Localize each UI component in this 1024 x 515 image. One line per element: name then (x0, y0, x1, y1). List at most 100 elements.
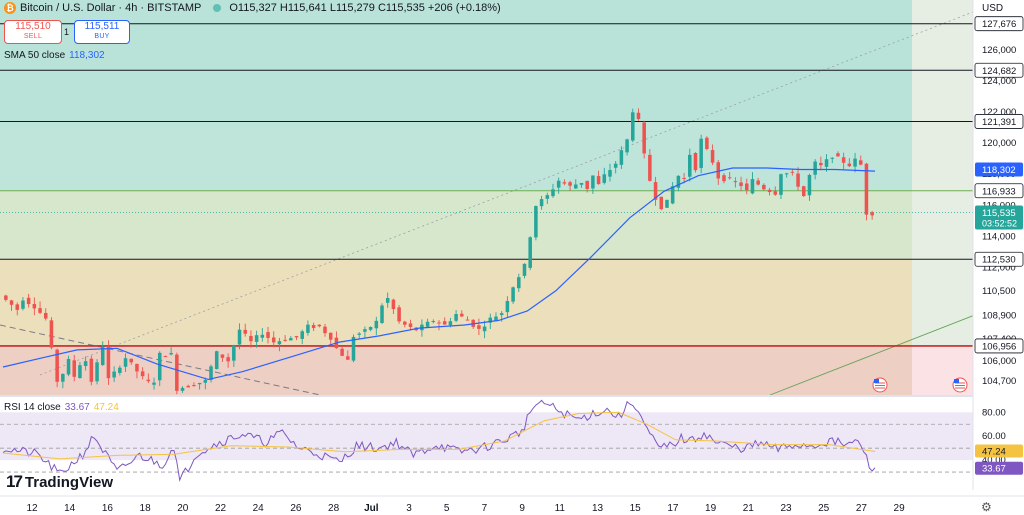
candle-body (744, 183, 749, 191)
price-level-tag (974, 251, 1024, 267)
candle-body (78, 365, 82, 379)
candle (756, 177, 760, 186)
candle-body (551, 189, 555, 197)
candle (123, 353, 128, 372)
rsi-legend-value: 33.67 (64, 402, 90, 413)
time-tick-label: 9 (519, 503, 525, 514)
price-level-tag-label: 106,956 (982, 341, 1016, 352)
price-level-tag (974, 338, 1024, 354)
candle (790, 168, 795, 176)
candle (659, 196, 664, 211)
candle-body (699, 138, 703, 168)
currency-label[interactable]: USD (982, 3, 1004, 14)
gear-icon[interactable]: ⚙ (981, 500, 992, 514)
candle-body (243, 329, 247, 334)
projection-area (912, 0, 973, 346)
candle (66, 355, 71, 377)
trendline-up-dotted (39, 11, 974, 376)
candle-body (306, 324, 310, 333)
candle (608, 163, 612, 182)
candle-body (135, 364, 139, 372)
candle (534, 205, 538, 241)
buy-button[interactable]: 115,511 BUY (74, 20, 130, 44)
candle-body (431, 321, 436, 323)
symbol-title[interactable]: Bitcoin / U.S. Dollar · 4h · BITSTAMP (20, 2, 202, 14)
candle-body (653, 182, 658, 200)
rsi-tick-label: 80.00 (982, 407, 1006, 418)
candle-body (545, 195, 550, 199)
candle (517, 273, 521, 292)
candle-body (328, 332, 333, 340)
time-tick-label: 29 (894, 503, 906, 514)
candle-body (847, 163, 852, 167)
candle (243, 323, 247, 337)
candle (591, 175, 595, 194)
price-level-tag (974, 114, 1024, 129)
candle (556, 177, 561, 194)
candle-body (214, 351, 219, 369)
candle (454, 310, 458, 323)
candle (477, 318, 481, 336)
candle (511, 286, 515, 304)
candle-body (437, 322, 441, 324)
candle (15, 302, 20, 316)
sma-legend[interactable]: SMA 50 close 118,302 (4, 50, 105, 61)
candle (602, 167, 607, 185)
candles (4, 108, 874, 395)
candle (180, 386, 185, 393)
price-axis-tag-label: 118,302 (982, 165, 1016, 176)
candle-body (226, 357, 230, 362)
candle-body (271, 337, 276, 343)
rsi-tick-label: 60.00 (982, 431, 1006, 442)
sell-button[interactable]: 115,510 SELL (4, 20, 62, 44)
candle-body (9, 300, 14, 305)
candle (61, 373, 65, 389)
rsi-ma-axis-tag (975, 444, 1023, 458)
candle-body (95, 362, 99, 382)
candle-body (169, 353, 173, 355)
candle-body (494, 316, 498, 322)
fib-zone (0, 259, 912, 346)
ohlc-readout: O115,327 H115,641 L115,279 C115,535 +206… (229, 2, 501, 14)
us-flag-icon (872, 377, 888, 393)
price-axis-tag-label: 115,535 (982, 208, 1016, 219)
candle (562, 179, 567, 186)
candle-body (397, 307, 401, 322)
candle-body (642, 122, 646, 154)
candle-body (801, 186, 806, 197)
candle (693, 152, 698, 173)
candle-body (465, 319, 470, 321)
price-tick-label: 124,000 (982, 76, 1016, 87)
candle (340, 346, 344, 357)
price-tick-label: 108,900 (982, 311, 1016, 322)
candle (175, 352, 179, 395)
candle (135, 363, 139, 379)
candle (460, 310, 464, 318)
candle-body (123, 358, 128, 367)
rsi-ma-legend-value: 47.24 (93, 402, 119, 413)
candle-body (556, 180, 561, 188)
rsi-tick-label: 40.00 (982, 455, 1006, 466)
candle (232, 344, 236, 367)
candle-body (830, 157, 835, 159)
candle (95, 359, 99, 385)
rsi-legend[interactable]: RSI 14 close 33.67 47.24 (4, 402, 119, 413)
candle (300, 329, 304, 345)
candle-body (722, 175, 726, 182)
candle (254, 330, 259, 348)
tradingview-logo[interactable]: 17 TradingView (6, 472, 113, 492)
candle (169, 347, 173, 356)
candle (266, 326, 270, 344)
candle (522, 263, 527, 279)
time-tick-label: 28 (328, 503, 340, 514)
candle (688, 148, 692, 182)
fib-zone (0, 0, 912, 122)
candle (864, 162, 869, 221)
us-flag-icon-canton (954, 379, 959, 383)
candle (38, 301, 42, 315)
candle-body (864, 163, 869, 215)
time-tick-label: 12 (26, 503, 38, 514)
fib-zone (0, 190, 912, 260)
price-level-tag (974, 183, 1024, 199)
